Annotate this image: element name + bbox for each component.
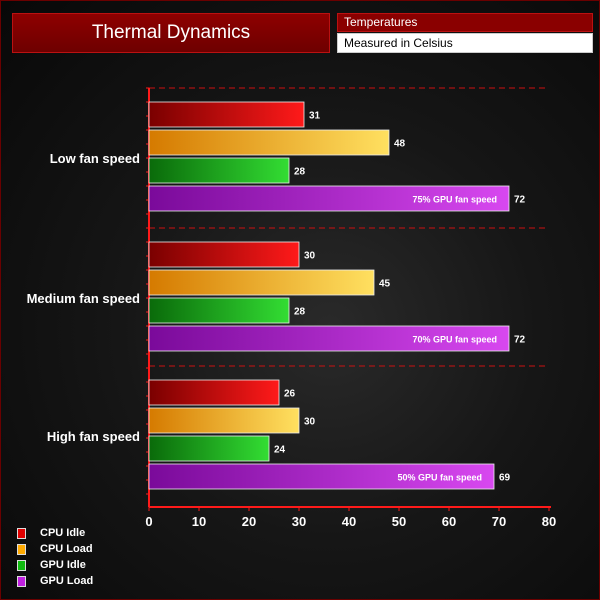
legend-label-gpu-idle: GPU Idle	[40, 559, 86, 571]
category-label-low-fan-speed: Low fan speed	[50, 151, 140, 166]
data-label-low-fan-speed-gpu-load: 72	[514, 195, 526, 206]
data-label-high-fan-speed-cpu-idle: 26	[284, 389, 296, 400]
bar-medium-fan-speed-cpu-load	[148, 269, 375, 296]
legend-item-gpu-idle: GPU Idle	[17, 557, 93, 573]
legend-label-cpu-idle: CPU Idle	[40, 527, 86, 539]
legend-swatch-gpu-load	[17, 575, 26, 587]
x-tick-label: 0	[145, 514, 152, 529]
legend-swatch-gpu-idle	[17, 559, 26, 571]
category-label-medium-fan-speed: Medium fan speed	[27, 291, 140, 306]
data-label-low-fan-speed-cpu-idle: 31	[309, 111, 321, 122]
x-tick-label: 40	[342, 514, 356, 529]
bar-medium-fan-speed-gpu-idle	[148, 297, 290, 324]
bar-medium-fan-speed-gpu-load	[148, 325, 510, 352]
category-label-high-fan-speed: High fan speed	[47, 429, 140, 444]
data-label-low-fan-speed-cpu-load: 48	[394, 139, 406, 150]
x-tick-label: 20	[242, 514, 256, 529]
legend-item-gpu-load: GPU Load	[17, 573, 93, 589]
bar-low-fan-speed-cpu-idle	[148, 101, 305, 128]
data-label-high-fan-speed-gpu-idle: 24	[274, 445, 286, 456]
x-tick-label: 80	[542, 514, 556, 529]
data-label-high-fan-speed-gpu-load: 69	[499, 473, 511, 484]
annotation-low-fan-speed: 75% GPU fan speed	[412, 195, 497, 205]
chart-subtitle: Temperatures	[337, 13, 593, 32]
annotation-medium-fan-speed: 70% GPU fan speed	[412, 335, 497, 345]
annotation-high-fan-speed: 50% GPU fan speed	[397, 473, 482, 483]
data-label-medium-fan-speed-gpu-load: 72	[514, 335, 526, 346]
bar-high-fan-speed-gpu-idle	[148, 435, 270, 462]
legend-item-cpu-idle: CPU Idle	[17, 525, 93, 541]
bar-high-fan-speed-cpu-load	[148, 407, 300, 434]
chart-title: Thermal Dynamics	[12, 13, 330, 53]
x-tick-label: 60	[442, 514, 456, 529]
x-tick-label: 30	[292, 514, 306, 529]
legend-label-gpu-load: GPU Load	[40, 575, 94, 587]
bar-low-fan-speed-gpu-load	[148, 185, 510, 212]
legend-label-cpu-load: CPU Load	[40, 543, 93, 555]
bar-low-fan-speed-gpu-idle	[148, 157, 290, 184]
bar-low-fan-speed-cpu-load	[148, 129, 390, 156]
chart-unit-description: Measured in Celsius	[337, 33, 593, 53]
x-tick-label: 50	[392, 514, 406, 529]
data-label-medium-fan-speed-gpu-idle: 28	[294, 307, 306, 318]
x-tick-label: 10	[192, 514, 206, 529]
legend: CPU Idle CPU Load GPU Idle GPU Load	[17, 525, 93, 589]
bar-medium-fan-speed-cpu-idle	[148, 241, 300, 268]
legend-item-cpu-load: CPU Load	[17, 541, 93, 557]
data-label-high-fan-speed-cpu-load: 30	[304, 417, 316, 428]
x-tick-label: 70	[492, 514, 506, 529]
bar-high-fan-speed-cpu-idle	[148, 379, 280, 406]
data-label-medium-fan-speed-cpu-load: 45	[379, 279, 391, 290]
legend-swatch-cpu-idle	[17, 527, 26, 539]
data-label-low-fan-speed-gpu-idle: 28	[294, 167, 306, 178]
bar-high-fan-speed-gpu-load	[148, 463, 495, 490]
legend-swatch-cpu-load	[17, 543, 26, 555]
data-label-medium-fan-speed-cpu-idle: 30	[304, 251, 316, 262]
